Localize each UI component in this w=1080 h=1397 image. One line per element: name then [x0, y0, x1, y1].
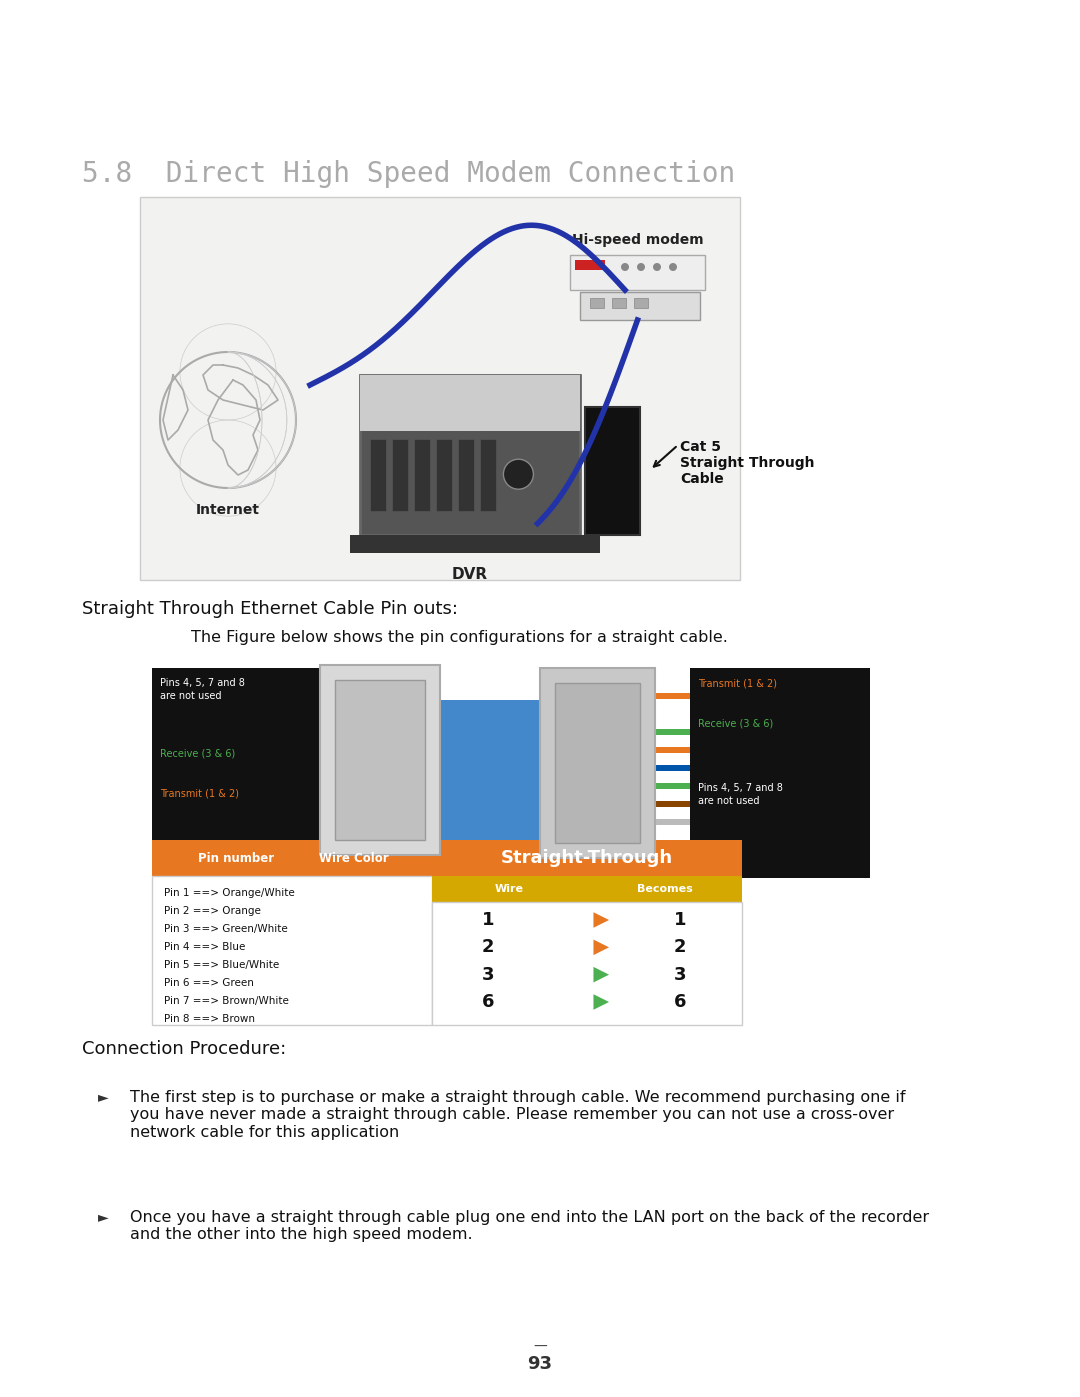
Bar [440, 700, 540, 840]
Bar [320, 814, 372, 820]
Bar [140, 197, 740, 580]
Bar [585, 407, 640, 535]
Bar [654, 766, 696, 771]
Text: DVR: DVR [451, 567, 488, 583]
Bar [612, 298, 626, 307]
Bar [360, 374, 580, 535]
Text: Pin number: Pin number [198, 852, 274, 865]
Bar [360, 374, 580, 432]
Bar [414, 439, 430, 511]
Text: Pin 8 ==> Brown: Pin 8 ==> Brown [164, 1014, 255, 1024]
Bar [432, 902, 742, 1025]
Bar [320, 729, 372, 735]
Text: 2: 2 [674, 939, 686, 957]
Bar [654, 819, 696, 826]
Text: Pins 4, 5, 7 and 8
are not used: Pins 4, 5, 7 and 8 are not used [698, 782, 783, 806]
Bar [590, 298, 604, 307]
Text: 93: 93 [527, 1355, 553, 1373]
Text: —: — [534, 1340, 546, 1354]
Text: Receive (3 & 6): Receive (3 & 6) [698, 718, 773, 728]
Text: Wire Color: Wire Color [319, 852, 389, 865]
Bar [432, 840, 742, 876]
Text: 6: 6 [482, 993, 494, 1011]
Bar [350, 535, 600, 553]
Bar [654, 693, 696, 698]
Bar [320, 694, 372, 701]
Bar [690, 668, 870, 877]
Text: Straight Through Ethernet Cable Pin outs:: Straight Through Ethernet Cable Pin outs… [82, 599, 458, 617]
Text: Hi-speed modem: Hi-speed modem [571, 233, 703, 247]
Circle shape [669, 263, 677, 271]
Bar [634, 298, 648, 307]
Text: Receive (3 & 6): Receive (3 & 6) [160, 747, 235, 759]
Text: 1: 1 [482, 911, 494, 929]
Text: Pin 1 ==> Orange/White: Pin 1 ==> Orange/White [164, 888, 295, 898]
Text: Cat 5
Straight Through
Cable: Cat 5 Straight Through Cable [680, 440, 814, 486]
Text: Pin 5 ==> Blue/White: Pin 5 ==> Blue/White [164, 960, 280, 970]
Text: Pin 4 ==> Blue: Pin 4 ==> Blue [164, 942, 245, 951]
Bar [320, 712, 372, 718]
Text: ►: ► [98, 1210, 109, 1224]
Circle shape [653, 263, 661, 271]
Text: Pin 6 ==> Green: Pin 6 ==> Green [164, 978, 254, 988]
Bar [436, 439, 453, 511]
Text: Straight-Through: Straight-Through [501, 849, 673, 868]
Bar [335, 680, 426, 840]
Bar [320, 665, 440, 855]
Bar [654, 782, 696, 789]
Bar [570, 256, 705, 291]
Text: 6: 6 [674, 993, 686, 1011]
Bar [458, 439, 474, 511]
Text: Transmit (1 & 2): Transmit (1 & 2) [698, 678, 777, 687]
Bar [654, 711, 696, 717]
Text: 5.8  Direct High Speed Modem Connection: 5.8 Direct High Speed Modem Connection [82, 161, 735, 189]
Text: Once you have a straight through cable plug one end into the LAN port on the bac: Once you have a straight through cable p… [130, 1210, 929, 1242]
Circle shape [637, 263, 645, 271]
Text: 3: 3 [674, 965, 686, 983]
Text: 1: 1 [674, 911, 686, 929]
Bar [480, 439, 496, 511]
Bar [392, 439, 408, 511]
Circle shape [503, 460, 534, 489]
Bar [320, 798, 372, 803]
Text: 2: 2 [482, 939, 494, 957]
Bar [152, 668, 372, 854]
Text: Wire: Wire [495, 884, 524, 894]
Text: ►: ► [98, 1090, 109, 1104]
Bar [575, 260, 605, 270]
Bar [580, 292, 700, 320]
Circle shape [621, 263, 629, 271]
Bar [320, 780, 372, 787]
Text: Internet: Internet [195, 503, 260, 517]
Bar [654, 747, 696, 753]
Text: Pin 3 ==> Green/White: Pin 3 ==> Green/White [164, 923, 287, 935]
Bar [432, 876, 742, 902]
Bar [152, 840, 432, 876]
Text: 3: 3 [482, 965, 494, 983]
Text: The first step is to purchase or make a straight through cable. We recommend pur: The first step is to purchase or make a … [130, 1090, 905, 1140]
Bar [654, 729, 696, 735]
Bar [370, 439, 386, 511]
Text: Transmit (1 & 2): Transmit (1 & 2) [160, 788, 239, 798]
Text: Pin 7 ==> Brown/White: Pin 7 ==> Brown/White [164, 996, 288, 1006]
Bar [654, 800, 696, 807]
Bar [540, 668, 654, 858]
Bar [320, 763, 372, 768]
Bar [320, 746, 372, 752]
Text: Becomes: Becomes [636, 884, 692, 894]
Text: Connection Procedure:: Connection Procedure: [82, 1039, 286, 1058]
Text: Pins 4, 5, 7 and 8
are not used: Pins 4, 5, 7 and 8 are not used [160, 678, 245, 701]
Text: The Figure below shows the pin configurations for a straight cable.: The Figure below shows the pin configura… [150, 630, 728, 645]
Bar [152, 876, 432, 1025]
Text: Pin 2 ==> Orange: Pin 2 ==> Orange [164, 907, 261, 916]
Bar [555, 683, 640, 842]
